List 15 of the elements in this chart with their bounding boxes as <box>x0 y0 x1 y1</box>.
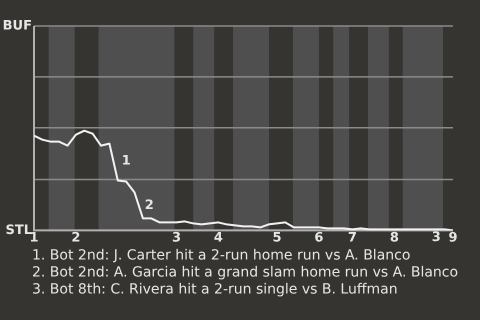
x-tick-label: 6 <box>314 230 324 246</box>
x-tick-label: 4 <box>214 230 223 246</box>
x-tick-label: 7 <box>348 230 357 246</box>
text: 1. Bot 2nd: J. Carter hit a 2-run home run vs A. Blanco <box>32 248 410 264</box>
text: 3. Bot 8th: C. Rivera hit a 2-run single vs B. Luffman <box>32 282 398 298</box>
text: BUF <box>2 18 32 34</box>
annotation: 1 <box>122 153 131 168</box>
x-tick-label: 9 <box>448 230 458 246</box>
text: STL <box>5 222 32 238</box>
annotation: 2 <box>144 198 154 214</box>
x-tick-label: 2 <box>71 230 80 246</box>
text: 2. Bot 2nd: A. Garcia hit a grand slam home run vs A. Blanco <box>32 264 458 281</box>
x-tick-label: 3 <box>172 230 181 246</box>
x-tick-label: 8 <box>390 230 399 246</box>
x-tick-label: 5 <box>272 230 282 246</box>
